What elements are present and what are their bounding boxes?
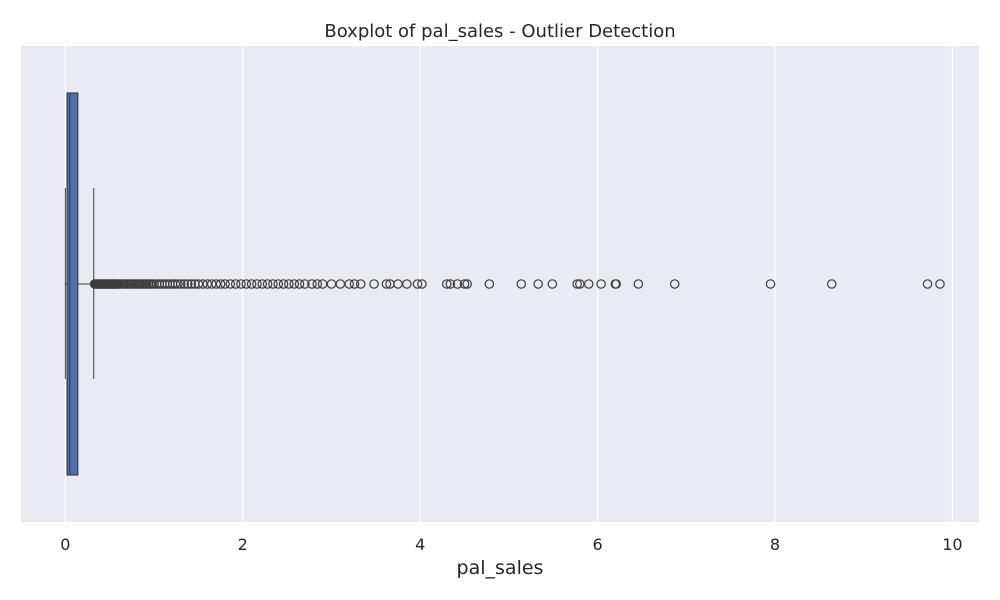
outlier-point xyxy=(220,279,230,289)
x-tick-label: 8 xyxy=(770,535,780,554)
plot-area xyxy=(21,46,979,522)
outlier-point xyxy=(369,279,379,289)
outlier-point xyxy=(241,279,252,289)
outlier-point xyxy=(252,279,262,289)
outlier-point xyxy=(294,279,305,289)
outlier-point xyxy=(182,279,193,289)
x-tick-label: 4 xyxy=(415,535,425,554)
outlier-point xyxy=(459,279,470,289)
outlier-point xyxy=(583,279,594,289)
box-group xyxy=(64,92,95,476)
x-axis-label: pal_sales xyxy=(457,557,544,579)
outlier-point xyxy=(412,279,423,289)
outlier-point xyxy=(381,279,392,289)
outlier-point xyxy=(462,279,472,289)
outlier-point xyxy=(273,279,284,289)
outlier-point xyxy=(344,279,355,289)
outlier-point xyxy=(633,279,644,289)
x-tick-label: 2 xyxy=(238,535,248,554)
x-tick-label: 6 xyxy=(592,535,602,554)
outlier-point xyxy=(225,279,236,289)
outlier-point xyxy=(173,279,183,289)
outlier-point xyxy=(441,279,452,289)
outlier-point xyxy=(289,279,300,289)
outlier-point xyxy=(257,279,268,289)
outlier-point xyxy=(445,279,456,289)
outlier-point xyxy=(278,279,289,289)
outlier-point xyxy=(268,279,278,289)
outlier-point xyxy=(611,279,622,289)
outlier-point xyxy=(572,279,582,289)
outlier-point xyxy=(300,279,310,289)
outlier-points xyxy=(89,279,945,289)
outlier-point xyxy=(312,279,323,289)
outlier-point xyxy=(262,279,273,289)
outlier-point xyxy=(284,279,294,289)
outlier-point xyxy=(402,279,412,289)
outlier-point xyxy=(307,279,317,289)
x-tick-label: 0 xyxy=(60,535,70,554)
outlier-point xyxy=(765,279,776,289)
outlier-point xyxy=(236,279,246,289)
outlier-point xyxy=(547,279,558,289)
outlier-point xyxy=(215,279,226,289)
outlier-point xyxy=(246,279,257,289)
outlier-point xyxy=(230,279,241,289)
iqr-box xyxy=(66,92,79,476)
outlier-point xyxy=(417,279,427,289)
outlier-point xyxy=(452,279,463,289)
outlier-point xyxy=(175,279,186,289)
outlier-point xyxy=(826,279,837,289)
chart-title: Boxplot of pal_sales - Outlier Detection xyxy=(324,21,675,42)
outlier-point xyxy=(355,279,366,289)
outlier-point xyxy=(179,279,190,289)
outlier-point xyxy=(516,279,527,289)
outlier-point xyxy=(533,279,543,289)
outlier-point xyxy=(596,279,606,289)
x-tick-label: 10 xyxy=(942,535,962,554)
outlier-point xyxy=(186,279,197,289)
outlier-point xyxy=(349,279,360,289)
outlier-point xyxy=(935,279,945,289)
outlier-point xyxy=(669,279,680,289)
outlier-point xyxy=(484,279,495,289)
outlier-point xyxy=(922,279,933,289)
x-axis-ticks: 0 2 4 6 8 10 xyxy=(60,535,962,554)
